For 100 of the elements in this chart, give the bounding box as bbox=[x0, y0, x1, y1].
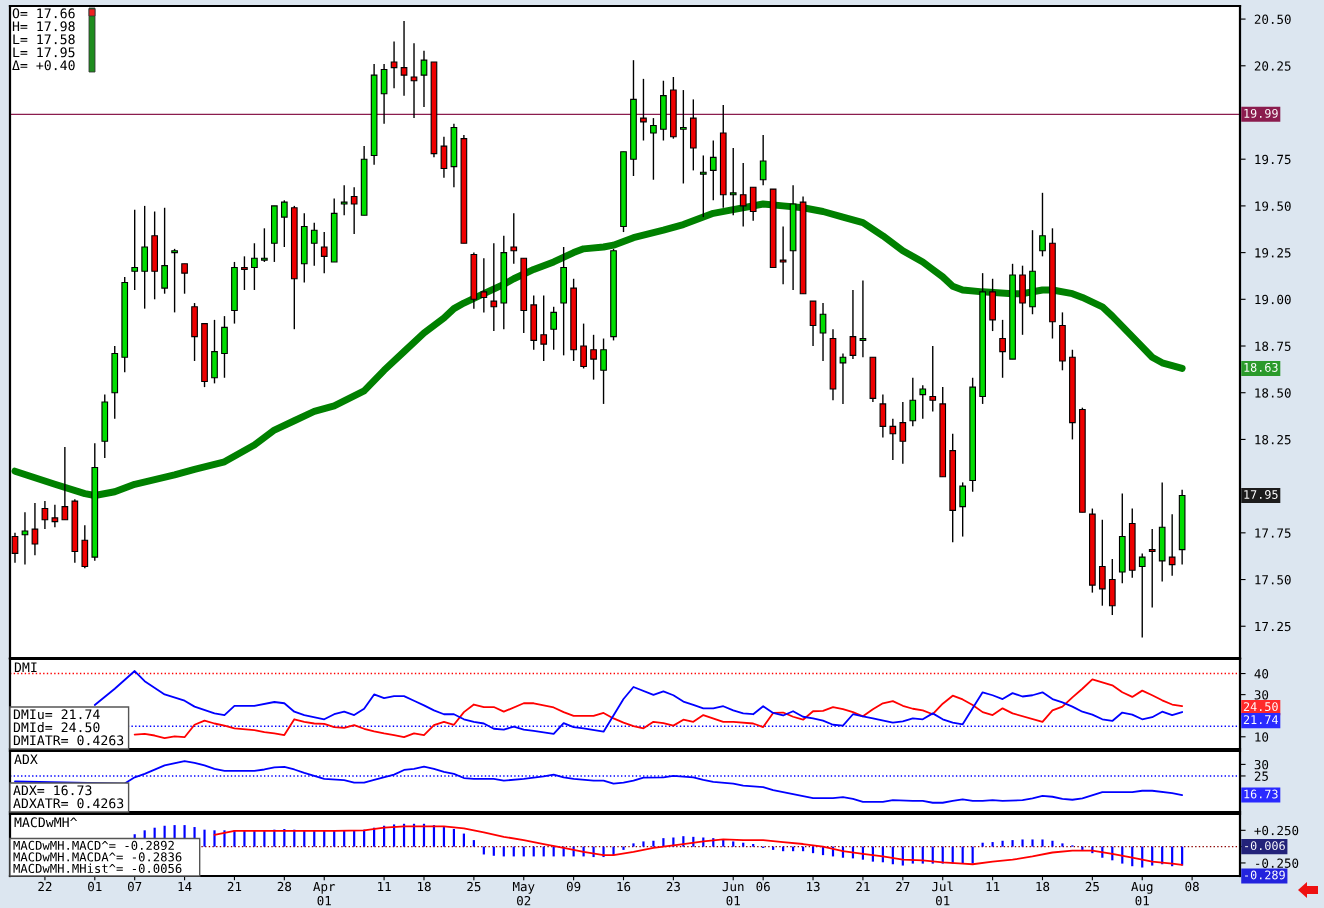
candlestick bbox=[1168, 513, 1176, 577]
x-tick-label: 21 bbox=[856, 881, 870, 892]
bar bbox=[1031, 839, 1034, 847]
candlestick bbox=[699, 154, 707, 218]
candlestick bbox=[161, 207, 168, 295]
bar bbox=[732, 841, 735, 847]
bar bbox=[642, 841, 645, 847]
candlestick bbox=[640, 78, 647, 142]
x-tick-label: 25 bbox=[1085, 881, 1099, 892]
bar bbox=[203, 829, 206, 847]
candlestick bbox=[21, 511, 29, 566]
x-tick-label: 06 bbox=[756, 881, 770, 892]
y-tick-label: 40 bbox=[1254, 669, 1269, 679]
x-tick-label: 16 bbox=[617, 881, 631, 892]
candlestick bbox=[400, 20, 408, 97]
x-tick-label: 01 bbox=[88, 881, 102, 892]
annotation: ADX= 16.73 bbox=[13, 785, 92, 796]
x-tick-label: Jun 01 bbox=[722, 882, 744, 906]
x-tick-label: Apr 01 bbox=[313, 882, 336, 906]
text: -0.289 bbox=[1245, 870, 1285, 880]
candlestick bbox=[390, 40, 398, 89]
chart-title: ADX bbox=[14, 754, 38, 765]
x-tick-label: 11 bbox=[986, 882, 1000, 892]
x-tick-label: 08 bbox=[1185, 881, 1199, 892]
x-tick-label: 13 bbox=[807, 881, 820, 892]
text: 16.73 bbox=[1244, 789, 1278, 799]
candlestick bbox=[490, 242, 498, 332]
candlestick bbox=[181, 263, 188, 295]
candlestick bbox=[480, 257, 488, 314]
candlestick bbox=[959, 481, 967, 538]
y-tick-label: 19.00 bbox=[1255, 294, 1291, 305]
candlestick bbox=[759, 134, 767, 187]
annotation: DMIu= 21.74 bbox=[13, 709, 100, 720]
annotation: O= 17.66 bbox=[12, 8, 75, 19]
candlestick bbox=[580, 322, 587, 370]
candlestick bbox=[909, 377, 917, 428]
y-tick-label: 17.75 bbox=[1255, 528, 1291, 538]
x-tick-label: Jul 01 bbox=[932, 881, 953, 906]
text: 18.63 bbox=[1244, 362, 1278, 372]
annotation: MACDwMH.MHist^= -0.0056 bbox=[13, 863, 182, 874]
annotation: DMId= 24.50 bbox=[13, 722, 100, 733]
bar bbox=[1011, 840, 1014, 847]
bar bbox=[1051, 840, 1054, 847]
x-tick-label: 18 bbox=[417, 881, 431, 892]
chart-title: DMI bbox=[14, 662, 37, 673]
candlestick bbox=[251, 242, 258, 291]
candlestick bbox=[131, 208, 139, 291]
ref-line-label: 19.99 bbox=[1244, 108, 1278, 118]
candlestick bbox=[550, 306, 558, 351]
text: 24.50 bbox=[1243, 702, 1278, 712]
candlestick bbox=[709, 139, 717, 201]
y-tick-label: 25 bbox=[1254, 771, 1268, 781]
y-tick-label: 19.50 bbox=[1255, 201, 1291, 211]
bar bbox=[991, 842, 994, 847]
text: 17.95 bbox=[1244, 489, 1278, 499]
candlestick bbox=[879, 393, 887, 439]
x-tick-label: Aug 01 bbox=[1131, 881, 1153, 906]
chart-title: MACDwMH^ bbox=[14, 817, 78, 828]
bar bbox=[752, 844, 755, 847]
candlestick bbox=[650, 117, 657, 181]
y-tick-label: +0.250 bbox=[1254, 825, 1299, 836]
candlestick bbox=[540, 294, 548, 362]
x-tick-label: 09 bbox=[566, 881, 581, 892]
candlestick bbox=[31, 502, 39, 556]
y-tick-label: 19.75 bbox=[1255, 154, 1291, 165]
annotation: L= 17.58 bbox=[13, 34, 75, 45]
y-tick-label: 18.75 bbox=[1255, 341, 1291, 351]
bar bbox=[1021, 839, 1024, 847]
annotation: Δ= +0.40 bbox=[12, 60, 75, 71]
text: 21.74 bbox=[1243, 715, 1278, 724]
candlestick bbox=[590, 334, 597, 381]
line-series bbox=[213, 825, 1184, 866]
bar bbox=[652, 840, 655, 847]
candlestick bbox=[929, 345, 937, 413]
bar bbox=[1061, 843, 1064, 847]
annotation: ADXATR= 0.4263 bbox=[13, 798, 124, 809]
candlestick bbox=[41, 500, 49, 530]
bar bbox=[1041, 839, 1044, 847]
candlestick bbox=[1138, 552, 1146, 639]
x-tick-label: 23 bbox=[666, 881, 680, 892]
candlestick bbox=[420, 50, 428, 108]
candlestick bbox=[919, 384, 927, 420]
candlestick bbox=[510, 212, 518, 265]
candlestick bbox=[51, 504, 59, 528]
candlestick bbox=[61, 446, 69, 521]
y-tick-label: 17.50 bbox=[1255, 575, 1291, 585]
candlestick bbox=[849, 289, 857, 360]
candlestick bbox=[859, 279, 867, 358]
x-tick-label: 21 bbox=[227, 881, 242, 892]
y-tick-label: 30 bbox=[1254, 690, 1269, 700]
y-tick-label: 18.50 bbox=[1255, 388, 1291, 398]
candlestick bbox=[729, 147, 737, 216]
candlestick bbox=[739, 162, 747, 228]
x-tick-label: 28 bbox=[277, 881, 292, 892]
x-tick-label: May 02 bbox=[512, 882, 535, 906]
x-tick-label: 14 bbox=[178, 882, 192, 892]
candlestick bbox=[340, 184, 348, 216]
y-tick-label: 19.25 bbox=[1255, 248, 1291, 258]
bar bbox=[452, 829, 456, 847]
candlestick bbox=[1148, 528, 1156, 609]
